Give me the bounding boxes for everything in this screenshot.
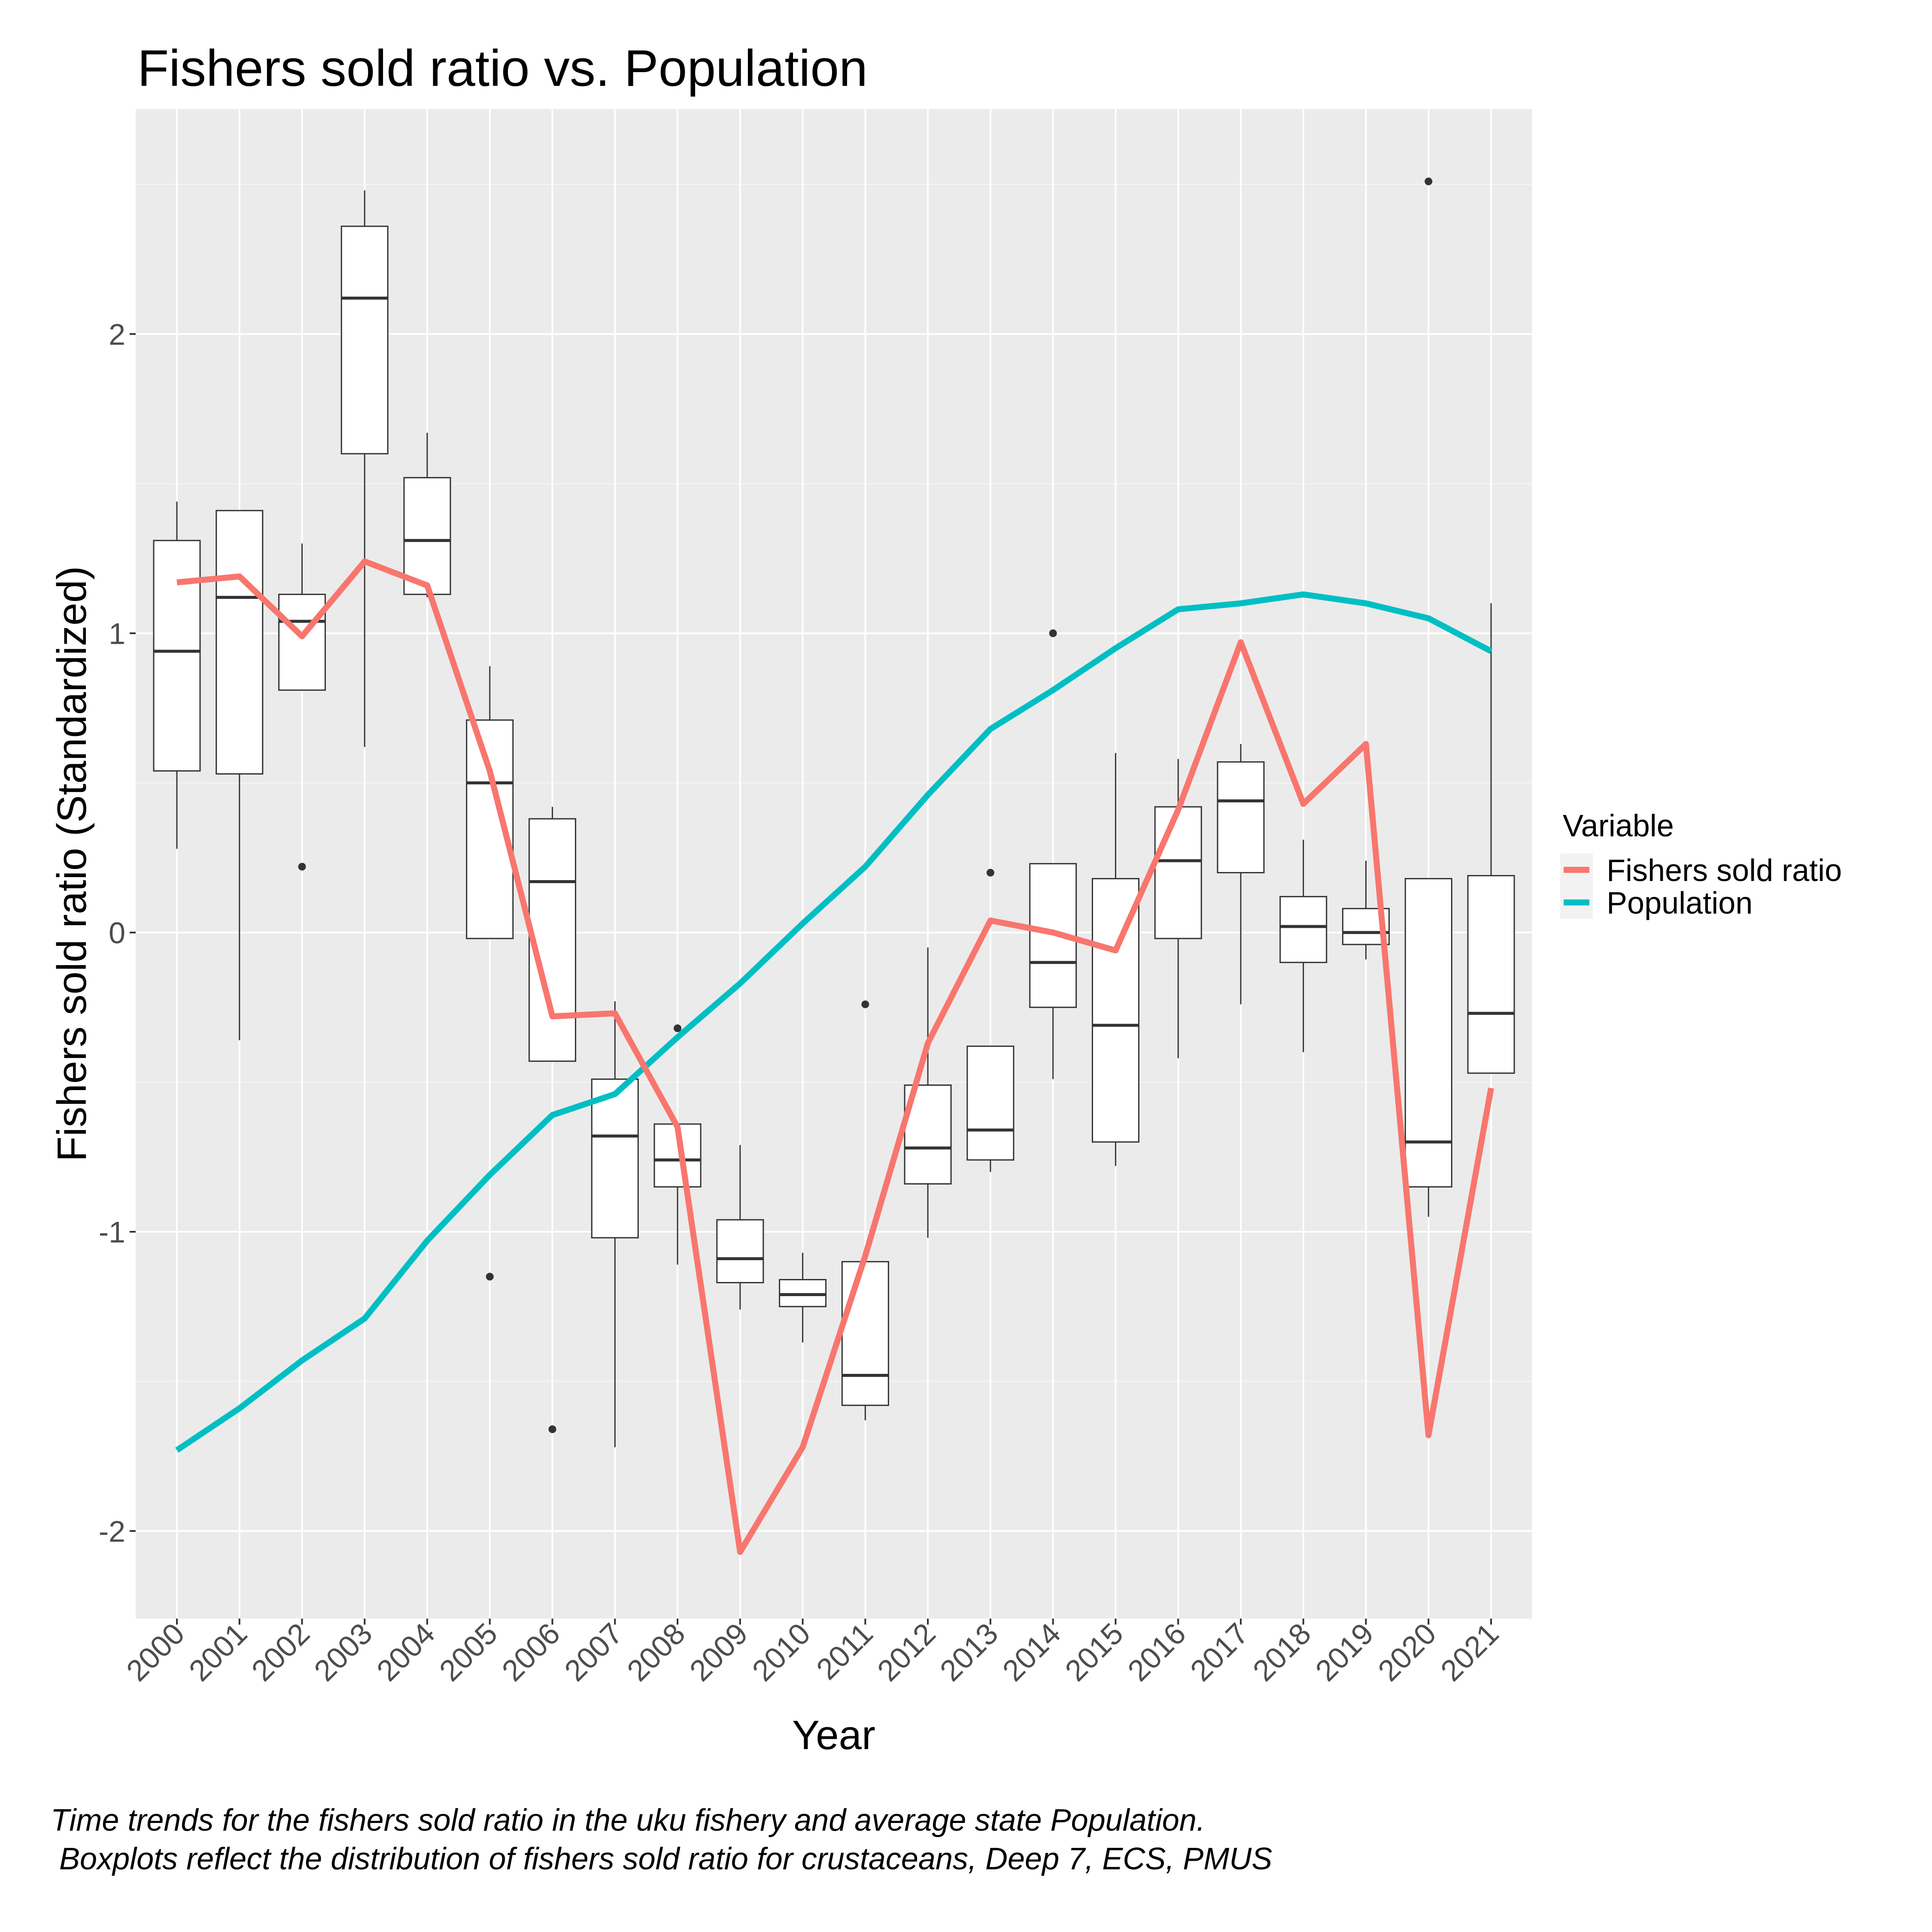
- series-lines: [175, 558, 1494, 1555]
- x-tick-label: 2016: [1121, 1616, 1192, 1687]
- x-tick-label: 2012: [871, 1616, 942, 1687]
- x-tick-label: 2013: [933, 1616, 1004, 1687]
- box: [153, 540, 201, 772]
- box: [340, 225, 389, 455]
- box: [1154, 806, 1202, 939]
- series-line-fishers-sold-ratio: [176, 558, 1494, 1555]
- boxplot-2016: [1154, 759, 1202, 1058]
- x-tick-label: 2001: [182, 1616, 253, 1687]
- x-tick-label: 2008: [620, 1616, 691, 1687]
- y-tick-label: 1: [109, 617, 125, 650]
- box: [716, 1219, 764, 1283]
- outlier-point: [486, 1273, 494, 1281]
- x-tick-label: 2015: [1059, 1616, 1130, 1687]
- outlier-point: [674, 1024, 682, 1033]
- boxplot-2011: [841, 1000, 889, 1421]
- x-tick-label: 2014: [996, 1616, 1067, 1687]
- box: [1217, 761, 1265, 874]
- outlier-point: [548, 1425, 556, 1434]
- y-tick-label: 2: [109, 318, 125, 351]
- caption-line-1: Time trends for the fishers sold ratio i…: [51, 1803, 1205, 1838]
- x-tick-label: 2004: [370, 1616, 441, 1687]
- box: [1404, 878, 1452, 1188]
- legend-title: Variable: [1563, 809, 1674, 843]
- x-tick-label: 2000: [120, 1616, 191, 1687]
- box: [966, 1045, 1015, 1161]
- boxplot-2017: [1217, 744, 1265, 1005]
- y-axis-title: Fishers sold ratio (Standardized): [49, 566, 95, 1161]
- outlier-point: [986, 869, 994, 877]
- outlier-point: [298, 863, 306, 871]
- x-tick-label: 2005: [433, 1616, 504, 1687]
- legend-label-fishers: Fishers sold ratio: [1607, 854, 1842, 888]
- outlier-point: [861, 1000, 869, 1009]
- y-tick-label: 0: [109, 916, 125, 950]
- x-tick-label: 2021: [1434, 1616, 1505, 1687]
- x-tick-label: 2009: [683, 1616, 754, 1687]
- caption-line-2: Boxplots reflect the distribution of fis…: [51, 1842, 1273, 1876]
- box: [591, 1078, 639, 1239]
- box: [1467, 875, 1515, 1074]
- x-tick-label: 2003: [308, 1616, 379, 1687]
- boxplot-2013: [966, 869, 1015, 1172]
- boxplot-2001: [216, 510, 264, 1040]
- boxplot-2009: [716, 1145, 764, 1310]
- x-tick-label: 2002: [245, 1616, 316, 1687]
- boxplot-2010: [779, 1252, 827, 1343]
- x-tick-label: 2018: [1246, 1616, 1317, 1687]
- box: [278, 593, 326, 691]
- box: [1279, 896, 1327, 963]
- y-tick-label: -1: [99, 1215, 125, 1249]
- x-tick-label: 2019: [1309, 1616, 1380, 1687]
- x-tick-label: 2006: [495, 1616, 566, 1687]
- outlier-point: [1425, 177, 1433, 185]
- boxplot-2002: [278, 543, 326, 871]
- outlier-point: [1049, 629, 1057, 637]
- boxplot-2003: [340, 190, 389, 747]
- boxplots: [153, 177, 1515, 1447]
- x-tick-label: 2017: [1184, 1616, 1255, 1687]
- boxplot-2020: [1404, 177, 1452, 1217]
- y-tick-label: -2: [99, 1515, 125, 1548]
- boxplot-2006: [529, 807, 577, 1434]
- legend: Variable Fishers sold ratio Population: [1560, 809, 1842, 920]
- figure-caption: Time trends for the fishers sold ratio i…: [51, 1801, 1272, 1878]
- x-axis-title: Year: [792, 1712, 875, 1758]
- box: [841, 1261, 889, 1406]
- x-tick-label: 2007: [558, 1616, 629, 1687]
- legend-label-population: Population: [1607, 886, 1753, 920]
- boxplot-2018: [1279, 839, 1327, 1052]
- box: [529, 818, 577, 1062]
- series-line-population: [175, 591, 1493, 1453]
- box: [216, 510, 264, 775]
- x-tick-label: 2010: [746, 1616, 817, 1687]
- x-tick-label: 2011: [810, 1616, 879, 1686]
- boxplot-2021: [1467, 603, 1515, 1074]
- x-tick-label: 2020: [1372, 1616, 1443, 1687]
- chart-title: Fishers sold ratio vs. Population: [137, 39, 868, 97]
